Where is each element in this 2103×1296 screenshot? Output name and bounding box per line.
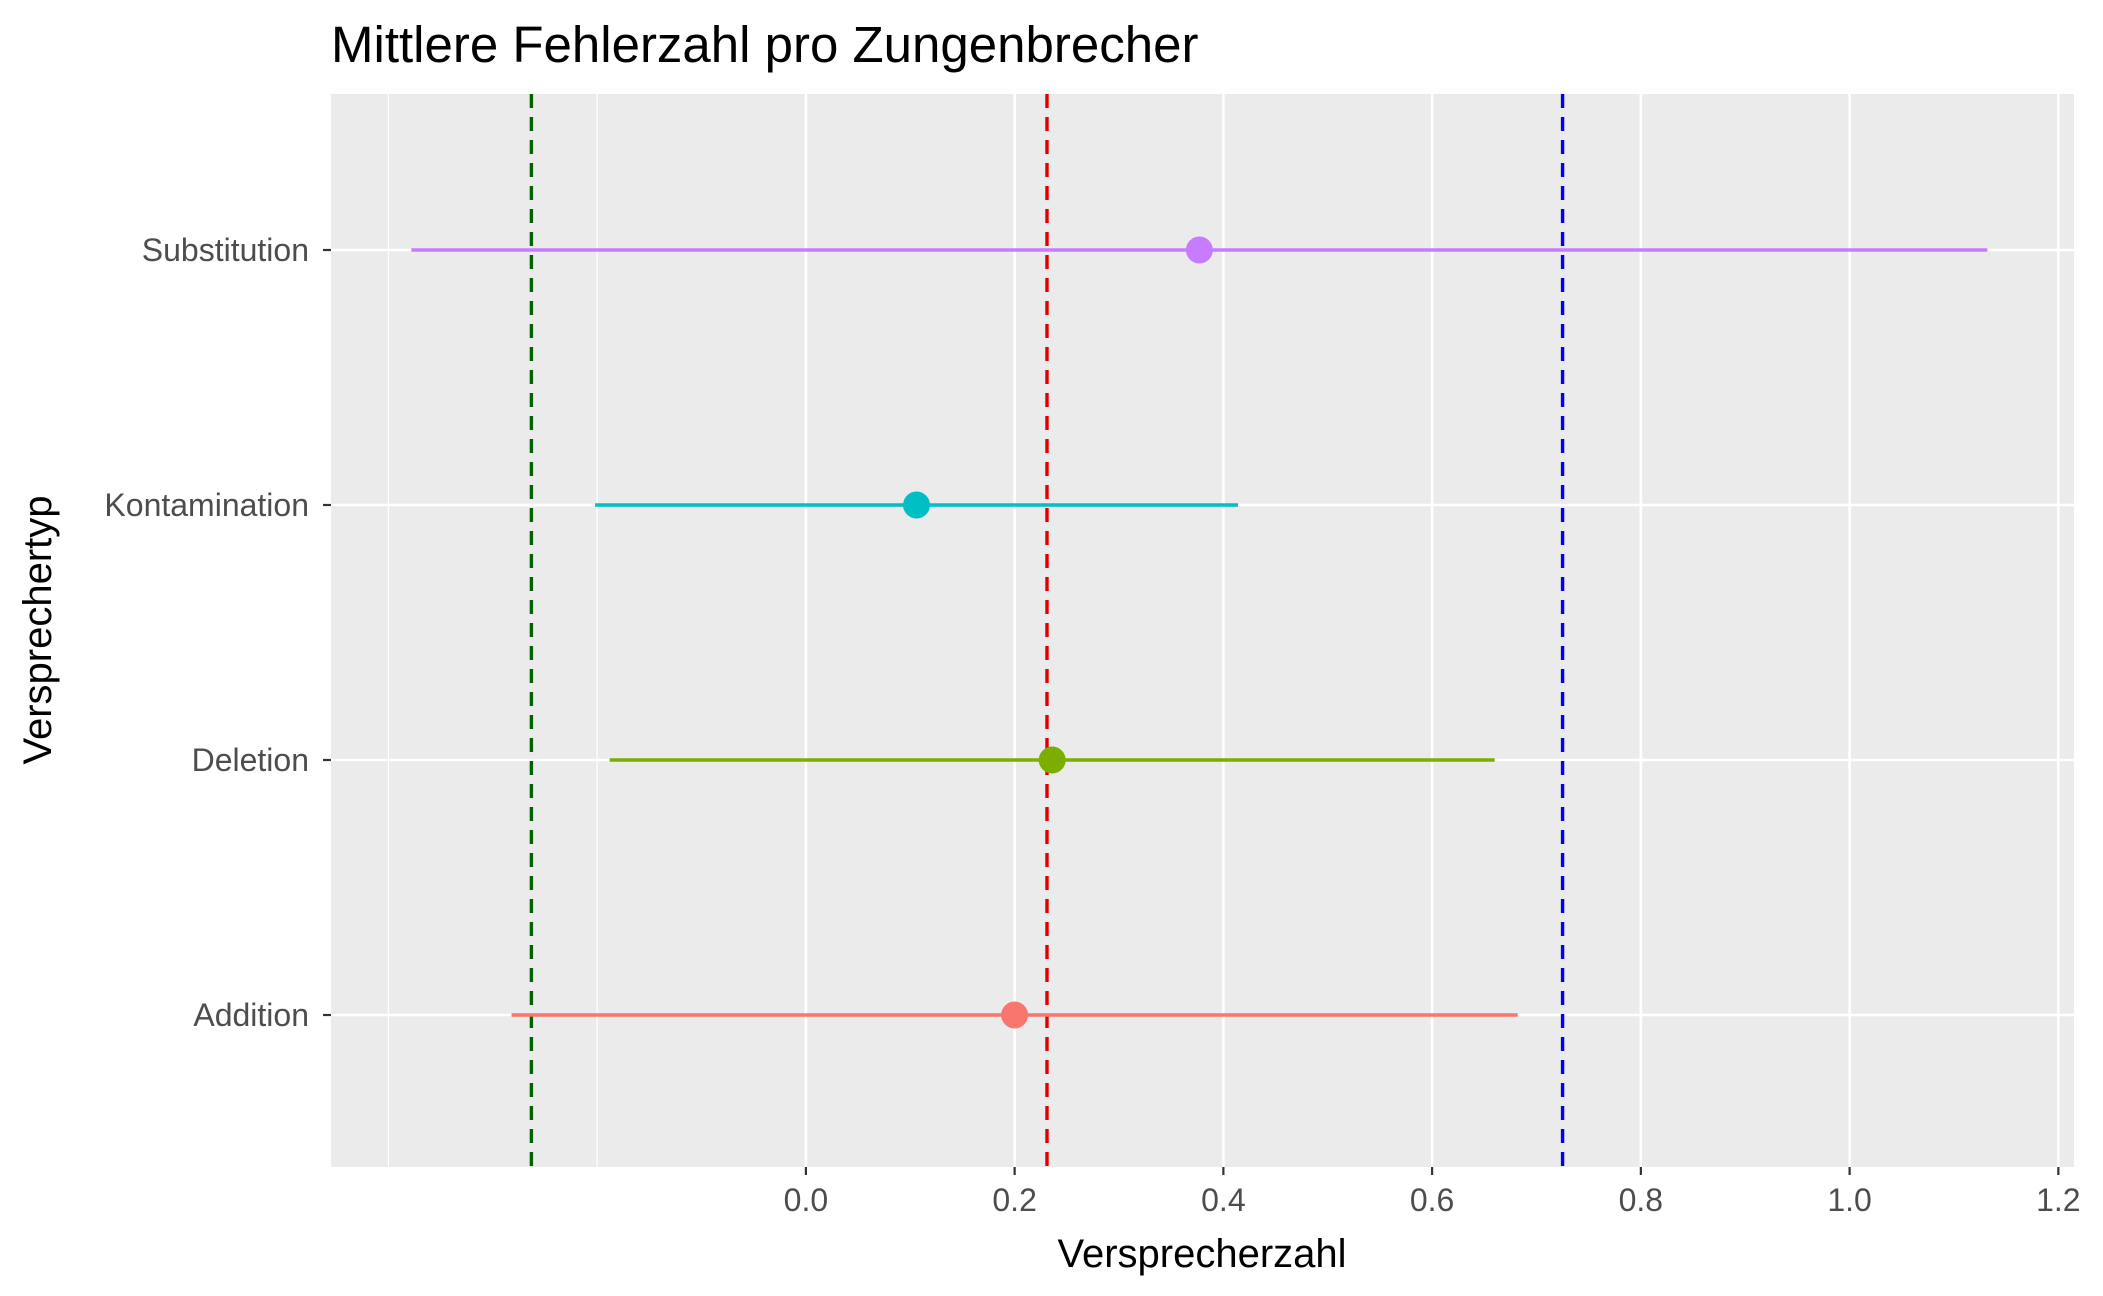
x-axis-title: Versprecherzahl xyxy=(1057,1232,1346,1276)
chart-title: Mittlere Fehlerzahl pro Zungenbrecher xyxy=(331,16,1198,73)
x-tick-label: 0.2 xyxy=(992,1182,1036,1218)
y-tick-label: Kontamination xyxy=(104,487,309,523)
mean-point xyxy=(903,491,931,519)
x-tick-label: 0.8 xyxy=(1619,1182,1663,1218)
y-tick-label: Deletion xyxy=(192,742,309,778)
x-tick-label: 0.6 xyxy=(1410,1182,1454,1218)
x-tick-label: 1.2 xyxy=(2036,1182,2080,1218)
x-tick-label: 1.0 xyxy=(1827,1182,1871,1218)
axis-layer: 0.0 0.2 0.4 0.6 0.8 1.0 1.2 Substitution Kontami… xyxy=(104,232,2080,1218)
x-tick-label: 0.0 xyxy=(784,1182,828,1218)
y-axis-title: Versprechertyp xyxy=(16,495,60,764)
y-tick-label: Addition xyxy=(193,997,309,1033)
mean-point xyxy=(1038,746,1066,774)
reference-lines xyxy=(529,94,1565,1167)
plot-panel xyxy=(331,94,2074,1167)
mean-point xyxy=(1001,1001,1029,1029)
y-tick-label: Substitution xyxy=(142,232,309,268)
series-layer xyxy=(411,236,1988,1029)
mean-point xyxy=(1185,236,1213,264)
x-tick-label: 0.4 xyxy=(1201,1182,1245,1218)
